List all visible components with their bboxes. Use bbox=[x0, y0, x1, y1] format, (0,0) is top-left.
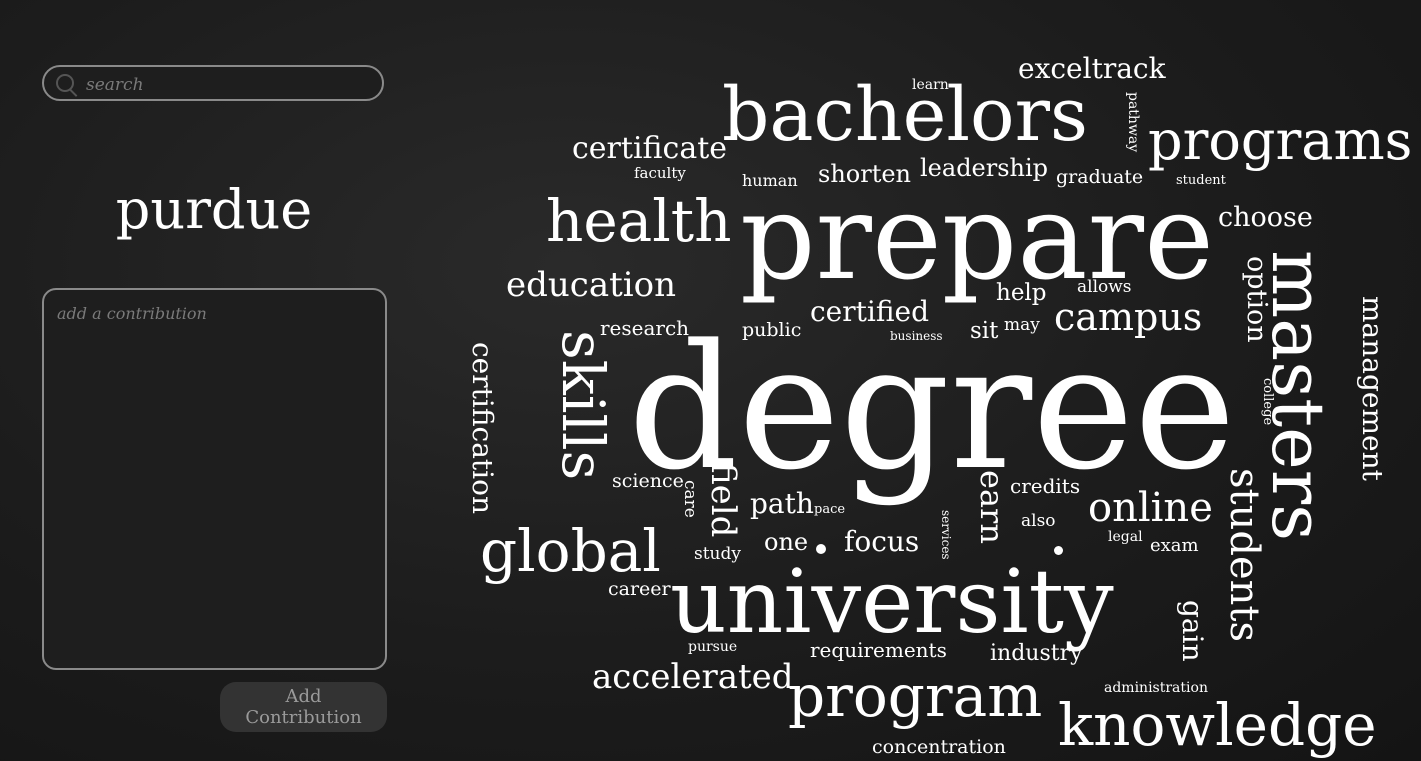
word-may[interactable]: may bbox=[1004, 315, 1040, 335]
word-help[interactable]: help bbox=[996, 280, 1047, 306]
word-university[interactable]: university bbox=[670, 550, 1114, 653]
word-field[interactable]: field bbox=[703, 462, 743, 538]
word-education[interactable]: education bbox=[506, 265, 676, 305]
word-learn[interactable]: learn bbox=[912, 77, 949, 93]
word-business[interactable]: business bbox=[890, 329, 943, 343]
word-career[interactable]: career bbox=[608, 578, 671, 600]
word-graduate[interactable]: graduate bbox=[1056, 166, 1144, 188]
word-prepare[interactable]: prepare bbox=[740, 168, 1214, 306]
word-certificate[interactable]: certificate bbox=[572, 131, 728, 166]
word-legal[interactable]: legal bbox=[1108, 529, 1143, 545]
word-faculty[interactable]: faculty bbox=[634, 164, 686, 182]
word-allows[interactable]: allows bbox=[1077, 277, 1132, 297]
contribution-input[interactable] bbox=[42, 288, 387, 670]
word-management[interactable]: management bbox=[1356, 296, 1389, 481]
word-gain[interactable]: gain bbox=[1176, 600, 1209, 662]
word-pursue[interactable]: pursue bbox=[688, 639, 738, 655]
word-option[interactable]: option bbox=[1241, 256, 1272, 343]
search-icon bbox=[56, 74, 74, 92]
word-science[interactable]: science bbox=[612, 470, 684, 492]
search-box[interactable] bbox=[42, 65, 384, 101]
word-administration[interactable]: administration bbox=[1104, 680, 1208, 696]
word-certified[interactable]: certified bbox=[810, 295, 930, 328]
word-human[interactable]: human bbox=[742, 171, 798, 190]
decorative-dot bbox=[816, 544, 826, 554]
add-contribution-button[interactable]: Add Contribution bbox=[220, 682, 387, 732]
word-campus[interactable]: campus bbox=[1054, 295, 1203, 339]
word-leadership[interactable]: leadership bbox=[920, 154, 1049, 182]
word-program[interactable]: program bbox=[788, 662, 1043, 730]
word-earn[interactable]: earn bbox=[973, 470, 1011, 544]
decorative-dot bbox=[1054, 546, 1063, 555]
word-industry[interactable]: industry bbox=[990, 641, 1083, 666]
word-shorten[interactable]: shorten bbox=[818, 160, 911, 188]
word-global[interactable]: global bbox=[480, 517, 661, 585]
word-research[interactable]: research bbox=[600, 316, 690, 340]
word-choose[interactable]: choose bbox=[1218, 202, 1313, 233]
word-one[interactable]: one bbox=[764, 528, 809, 556]
word-requirements[interactable]: requirements bbox=[810, 638, 947, 662]
word-college[interactable]: college bbox=[1260, 378, 1275, 426]
word-online[interactable]: online bbox=[1088, 485, 1213, 531]
word-sit[interactable]: sit bbox=[970, 318, 999, 344]
word-exceltrack[interactable]: exceltrack bbox=[1018, 52, 1166, 85]
word-study[interactable]: study bbox=[694, 544, 741, 564]
word-focus[interactable]: focus bbox=[844, 525, 920, 558]
word-concentration[interactable]: concentration bbox=[872, 736, 1006, 758]
topic-title: purdue bbox=[115, 178, 313, 241]
word-exam[interactable]: exam bbox=[1150, 535, 1199, 556]
word-certification[interactable]: certification bbox=[466, 342, 499, 514]
word-pace[interactable]: pace bbox=[814, 502, 846, 517]
word-path[interactable]: path bbox=[750, 487, 814, 520]
word-bachelors[interactable]: bachelors bbox=[722, 72, 1088, 158]
search-input[interactable] bbox=[84, 73, 378, 97]
word-care[interactable]: care bbox=[680, 480, 700, 518]
word-pathway[interactable]: pathway bbox=[1125, 92, 1141, 153]
word-public[interactable]: public bbox=[742, 319, 802, 341]
word-health[interactable]: health bbox=[546, 187, 732, 255]
word-also[interactable]: also bbox=[1021, 511, 1056, 531]
word-accelerated[interactable]: accelerated bbox=[592, 657, 794, 697]
word-credits[interactable]: credits bbox=[1010, 474, 1081, 498]
word-skills[interactable]: skills bbox=[549, 330, 617, 481]
word-programs[interactable]: programs bbox=[1148, 109, 1413, 172]
word-cloud: degree prepare university bachelors prog… bbox=[440, 0, 1421, 761]
word-student[interactable]: student bbox=[1176, 173, 1226, 188]
word-knowledge[interactable]: knowledge bbox=[1058, 691, 1377, 759]
word-degree[interactable]: degree bbox=[628, 307, 1236, 508]
word-students[interactable]: students bbox=[1221, 468, 1267, 643]
word-services[interactable]: services bbox=[939, 510, 953, 560]
